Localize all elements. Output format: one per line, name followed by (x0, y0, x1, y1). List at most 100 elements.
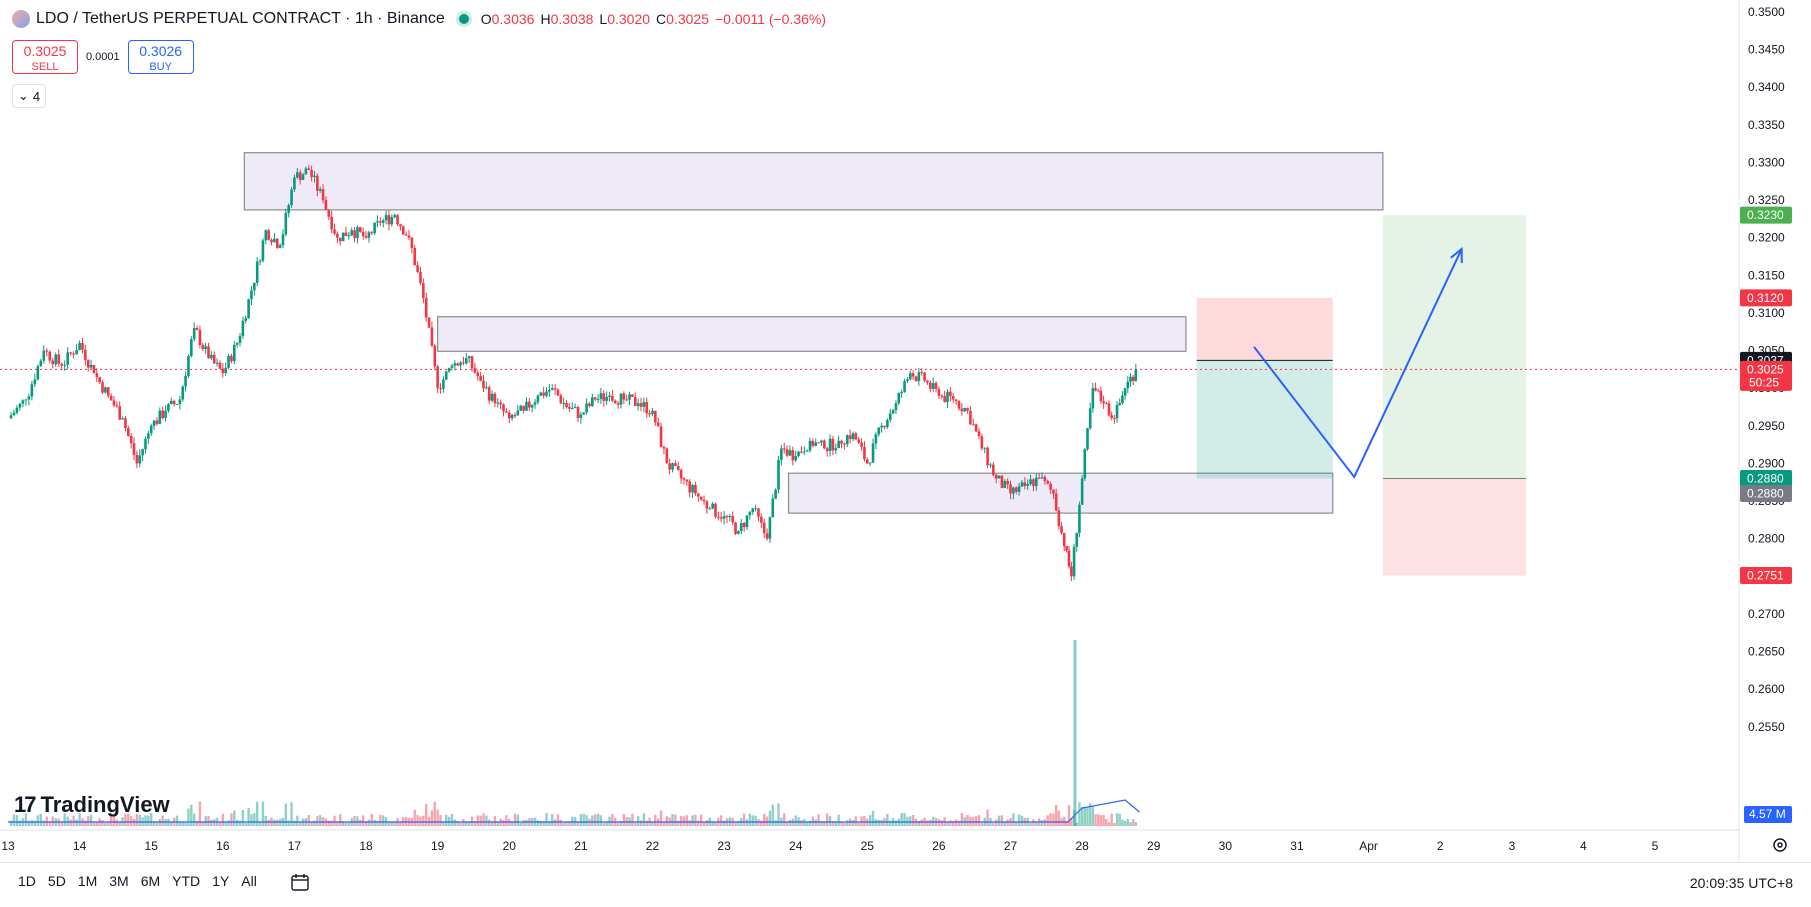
volume-bars (8, 640, 1140, 826)
volume-bar (639, 820, 643, 826)
candle-body (619, 393, 623, 405)
symbol-title[interactable]: LDO / TetherUS PERPETUAL CONTRACT · 1h ·… (36, 10, 445, 27)
candle-body (980, 436, 984, 449)
candle-body (820, 440, 823, 443)
candle-body (84, 349, 87, 361)
positions (1196, 215, 1527, 576)
volume-bar (247, 807, 250, 826)
volume-bar (30, 820, 34, 826)
candle-body (255, 261, 259, 283)
volume-bar (330, 820, 333, 826)
candle-body (582, 412, 586, 415)
candle-body (287, 205, 291, 213)
volume-bar (1088, 803, 1092, 826)
volume-bar (112, 813, 116, 826)
chart-canvas[interactable]: 0.35000.34500.34000.33500.33000.32500.32… (0, 0, 1811, 862)
volume-bar (777, 803, 780, 826)
range-button-3m[interactable]: 3M (109, 873, 129, 889)
candle-body (422, 282, 425, 298)
candle-body (539, 392, 543, 396)
volume-bar (482, 813, 485, 826)
candle-body (548, 389, 551, 392)
candle-body (688, 481, 692, 493)
volume-bar (568, 821, 571, 826)
candle-body (883, 425, 886, 428)
candle-body (273, 238, 276, 243)
candle-body (1035, 477, 1038, 487)
volume-tag: 4.57 M (1744, 806, 1792, 823)
y-tick-label: 0.2900 (1748, 456, 1785, 470)
volume-bar (341, 821, 345, 826)
volume-bar (837, 814, 840, 826)
candle-body (697, 493, 700, 497)
range-button-6m[interactable]: 6M (140, 873, 161, 889)
volume-bar (490, 821, 494, 826)
volume-bar (995, 819, 998, 826)
volume-bar (69, 819, 72, 826)
volume-bar (250, 814, 253, 826)
candle-body (227, 355, 230, 368)
clock[interactable]: 20:09:35 UTC+8 (1689, 875, 1793, 891)
volume-bar (977, 815, 981, 826)
volume-bar (720, 815, 723, 826)
candle-body (439, 388, 442, 390)
candle-body (63, 364, 66, 366)
candle-body (734, 522, 737, 534)
calendar-range-icon[interactable] (290, 872, 310, 892)
volume-bar (582, 813, 585, 826)
gear-icon[interactable] (1771, 836, 1789, 854)
candle-body (42, 350, 46, 361)
volume-bar (264, 815, 267, 826)
candle-body (169, 400, 173, 405)
candle-body (711, 503, 714, 509)
candle-body (722, 516, 726, 519)
candle-body (21, 400, 25, 404)
volume-bar (267, 819, 270, 826)
range-button-all[interactable]: All (241, 873, 257, 889)
candle-body (765, 533, 769, 539)
candle-body (994, 475, 998, 479)
sell-button[interactable]: 0.3025 SELL (12, 40, 78, 74)
candle-body (825, 448, 829, 452)
volume-bar (192, 813, 196, 826)
range-button-1m[interactable]: 1M (77, 873, 98, 889)
candle-body (771, 498, 775, 518)
tradingview-logo[interactable]: 17 TradingView (14, 792, 170, 818)
candle-body (253, 282, 256, 291)
supply-demand-zone (787, 472, 1334, 514)
candle-body (490, 393, 494, 401)
volume-bar (659, 810, 663, 826)
candle-body (350, 230, 354, 236)
candle-body (908, 373, 912, 380)
volume-bar (579, 814, 583, 826)
volume-bar (1129, 822, 1132, 826)
candle-body (576, 407, 580, 418)
volume-bar (562, 822, 565, 826)
candle-body (513, 415, 517, 417)
candle-body (127, 428, 130, 436)
candle-body (1115, 404, 1119, 419)
candle-body (459, 362, 462, 366)
volume-bar (539, 820, 542, 826)
candle-body (307, 168, 311, 170)
candle-body (281, 234, 285, 246)
candle-body (940, 395, 944, 397)
volume-bar (87, 816, 90, 826)
y-tick-label: 0.2650 (1748, 645, 1785, 659)
indicators-collapse-button[interactable]: ⌄ 4 (12, 84, 46, 108)
range-button-1y[interactable]: 1Y (212, 873, 230, 889)
candle-body (482, 380, 485, 389)
volume-bar (15, 815, 19, 826)
buy-button[interactable]: 0.3026 BUY (127, 40, 194, 74)
candle-body (1088, 408, 1092, 429)
range-button-5d[interactable]: 5D (47, 873, 66, 889)
volume-bar (1052, 813, 1055, 826)
volume-bar (379, 814, 382, 826)
volume-bar (187, 808, 190, 826)
candle-body (863, 446, 866, 460)
volume-bar (115, 819, 119, 826)
range-button-ytd[interactable]: YTD (172, 873, 201, 889)
candle-body (1012, 487, 1015, 494)
range-button-1d[interactable]: 1D (18, 873, 36, 889)
volume-bar (1015, 822, 1018, 826)
